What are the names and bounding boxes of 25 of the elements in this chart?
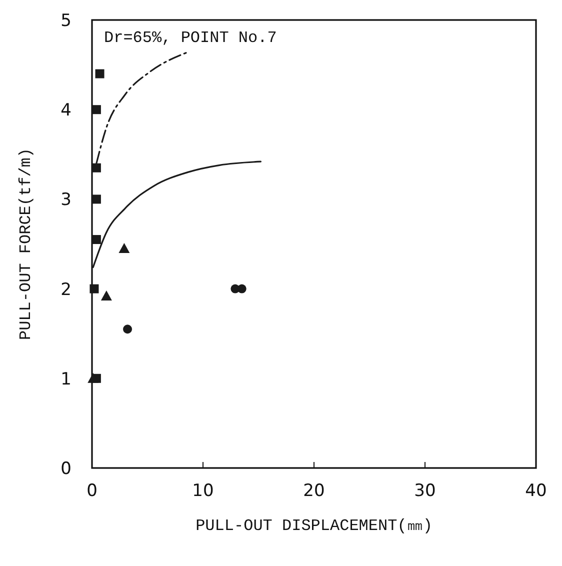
x-tick-label: 0 [86,481,98,501]
point [118,242,130,253]
annotation: Dr=65%, POINT No.7 [104,29,277,47]
y-tick-label: 5 [60,10,72,31]
y-tick-label: 3 [60,190,72,210]
point [95,69,104,78]
point [92,105,101,114]
y-tick-label: 1 [60,369,72,390]
x-tick-label: 10 [192,481,214,501]
y-axis-title: PULL-OUT FORCE(tf/m) [17,148,35,340]
x-tick-label: 20 [303,481,325,501]
point [92,163,101,172]
y-tick-label: 2 [60,280,72,300]
y-tick-label: 0 [60,458,72,479]
x-tick-label: 40 [525,481,547,501]
point [90,284,99,294]
point [123,324,132,334]
x-axis-title: PULL-OUT DISPLACEMENT(㎜) [196,517,432,535]
point [92,194,101,204]
point [92,235,101,244]
point [100,290,112,300]
point [237,284,246,294]
x-tick-label: 30 [414,481,436,501]
point [88,372,99,383]
y-tick-label: 4 [60,100,72,121]
